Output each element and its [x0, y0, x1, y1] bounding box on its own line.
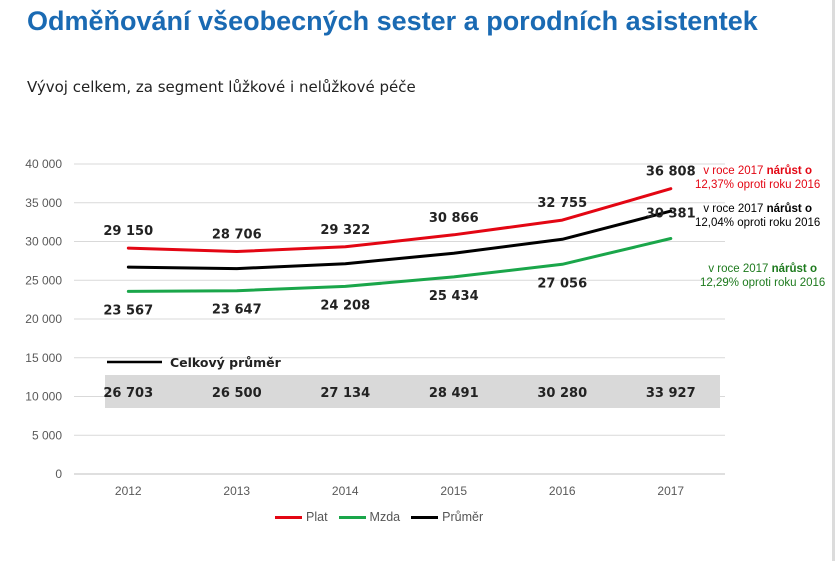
data-label-mzda: 27 056	[537, 276, 587, 291]
annotation-mzda: v roce 2017 nárůst o 12,29% oproti roku …	[700, 262, 825, 290]
legend-item-plat: Plat	[275, 510, 328, 524]
legend-swatch-mzda	[338, 515, 366, 519]
y-tick-label: 20 000	[25, 312, 62, 326]
annotation-plat-line1b: nárůst o	[766, 165, 812, 177]
legend-swatch-plat	[275, 515, 302, 519]
legend-item-prumer: Průměr	[411, 510, 483, 524]
series-line-průměr	[126, 209, 673, 271]
series-line-plat	[126, 187, 673, 253]
y-tick-label: 15 000	[25, 351, 62, 365]
data-label-plat: 28 706	[212, 228, 262, 243]
data-label-plat: 29 322	[320, 223, 370, 238]
legend-label-prumer: Průměr	[442, 510, 484, 524]
x-tick-label: 2012	[115, 484, 142, 498]
annotation-mzda-line2: 12,29% oproti roku 2016	[700, 277, 826, 289]
x-tick-label: 2014	[332, 484, 359, 498]
series-line-mzda	[126, 237, 673, 293]
x-tick-label: 2013	[223, 484, 250, 498]
annotation-plat-line2: 12,37% oproti roku 2016	[695, 179, 821, 191]
data-label-plat: 32 755	[537, 196, 587, 211]
annotation-mzda-line1b: nárůst o	[771, 263, 817, 275]
legend-swatch-prumer	[411, 515, 439, 519]
annotation-prumer: v roce 2017 nárůst o 12,04% oproti roku …	[695, 202, 820, 230]
data-label-mzda: 23 567	[103, 303, 153, 318]
y-tick-label: 0	[55, 467, 62, 481]
y-tick-label: 40 000	[25, 157, 62, 171]
data-label-prumer: 30 280	[537, 386, 587, 401]
average-legend-label: Celkový průměr	[170, 355, 282, 370]
y-tick-label: 25 000	[25, 273, 62, 287]
x-tick-label: 2015	[440, 484, 467, 498]
annotation-plat: v roce 2017 nárůst o 12,37% oproti roku …	[695, 164, 820, 192]
y-tick-label: 5 000	[32, 428, 62, 442]
average-band	[105, 375, 720, 408]
data-label-prumer: 27 134	[320, 386, 370, 401]
chart-legend: Plat Mzda Průměr	[275, 510, 494, 524]
data-label-prumer: 26 500	[212, 386, 262, 401]
x-tick-label: 2016	[549, 484, 576, 498]
y-tick-label: 35 000	[25, 196, 62, 210]
data-label-plat: 29 150	[103, 224, 153, 239]
y-tick-label: 10 000	[25, 390, 62, 404]
legend-item-mzda: Mzda	[338, 510, 401, 524]
slide-edge	[832, 0, 835, 561]
page-title: Odměňování všeobecných sester a porodníc…	[27, 6, 758, 36]
data-label-prumer: 26 703	[103, 386, 153, 401]
annotation-mzda-line1a: v roce 2017	[708, 263, 772, 275]
data-label-mzda: 30 381	[646, 207, 696, 222]
annotation-plat-line1a: v roce 2017	[703, 165, 767, 177]
data-label-mzda: 25 434	[429, 289, 479, 304]
legend-label-plat: Plat	[306, 510, 328, 524]
chart-subtitle: Vývoj celkem, za segment lůžkové i nelůž…	[27, 78, 416, 96]
data-label-prumer: 28 491	[429, 386, 479, 401]
y-tick-label: 30 000	[25, 235, 62, 249]
annotation-prumer-line2: 12,04% oproti roku 2016	[695, 217, 821, 229]
data-label-mzda: 23 647	[212, 303, 262, 318]
annotation-prumer-line1a: v roce 2017	[703, 203, 767, 215]
x-tick-label: 2017	[657, 484, 684, 498]
data-label-plat: 36 808	[646, 165, 696, 180]
annotation-prumer-line1b: nárůst o	[766, 203, 812, 215]
legend-label-mzda: Mzda	[369, 510, 401, 524]
data-label-prumer: 33 927	[646, 386, 696, 401]
data-label-plat: 30 866	[429, 211, 479, 226]
data-label-mzda: 24 208	[320, 298, 370, 313]
